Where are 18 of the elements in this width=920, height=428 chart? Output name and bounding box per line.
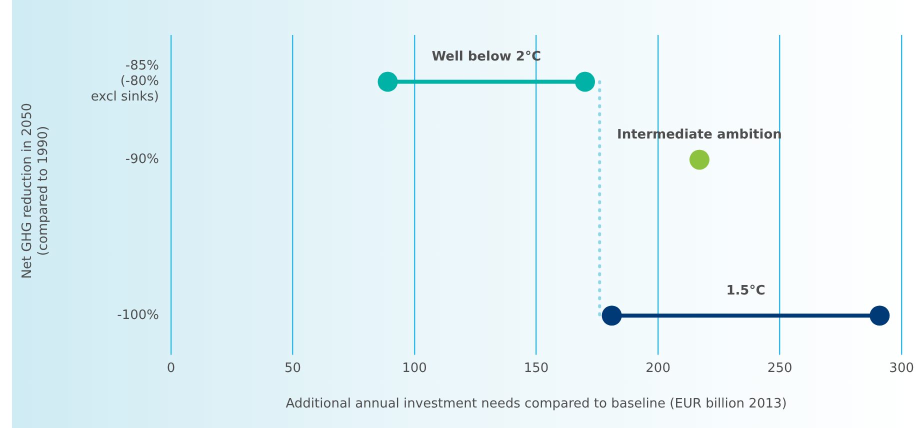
x-tick-label: 0 [166, 360, 176, 376]
x-tick-label: 100 [402, 360, 427, 376]
x-tick-label: 250 [767, 360, 792, 376]
point [575, 72, 596, 92]
y-tick-label: -90% [125, 152, 159, 168]
x-tick-label: 300 [889, 360, 914, 376]
point [689, 150, 710, 170]
point [602, 306, 622, 326]
y-tick-label: -100% [117, 308, 159, 323]
x-tick-label: 200 [646, 360, 670, 376]
point [378, 72, 398, 92]
x-axis-title: Additional annual investment needs compared to baseline (EUR billion 2013) [286, 396, 787, 412]
x-tick-label: 50 [284, 360, 302, 376]
x-tick-label: 150 [524, 360, 549, 376]
y-tick-label: -85% (-80% excl sinks) [90, 58, 159, 105]
series-label: 1.5°C [726, 283, 766, 298]
point [870, 306, 890, 326]
y-axis-title: Net GHG reduction in 2050 (compared to 1990) [20, 102, 51, 279]
